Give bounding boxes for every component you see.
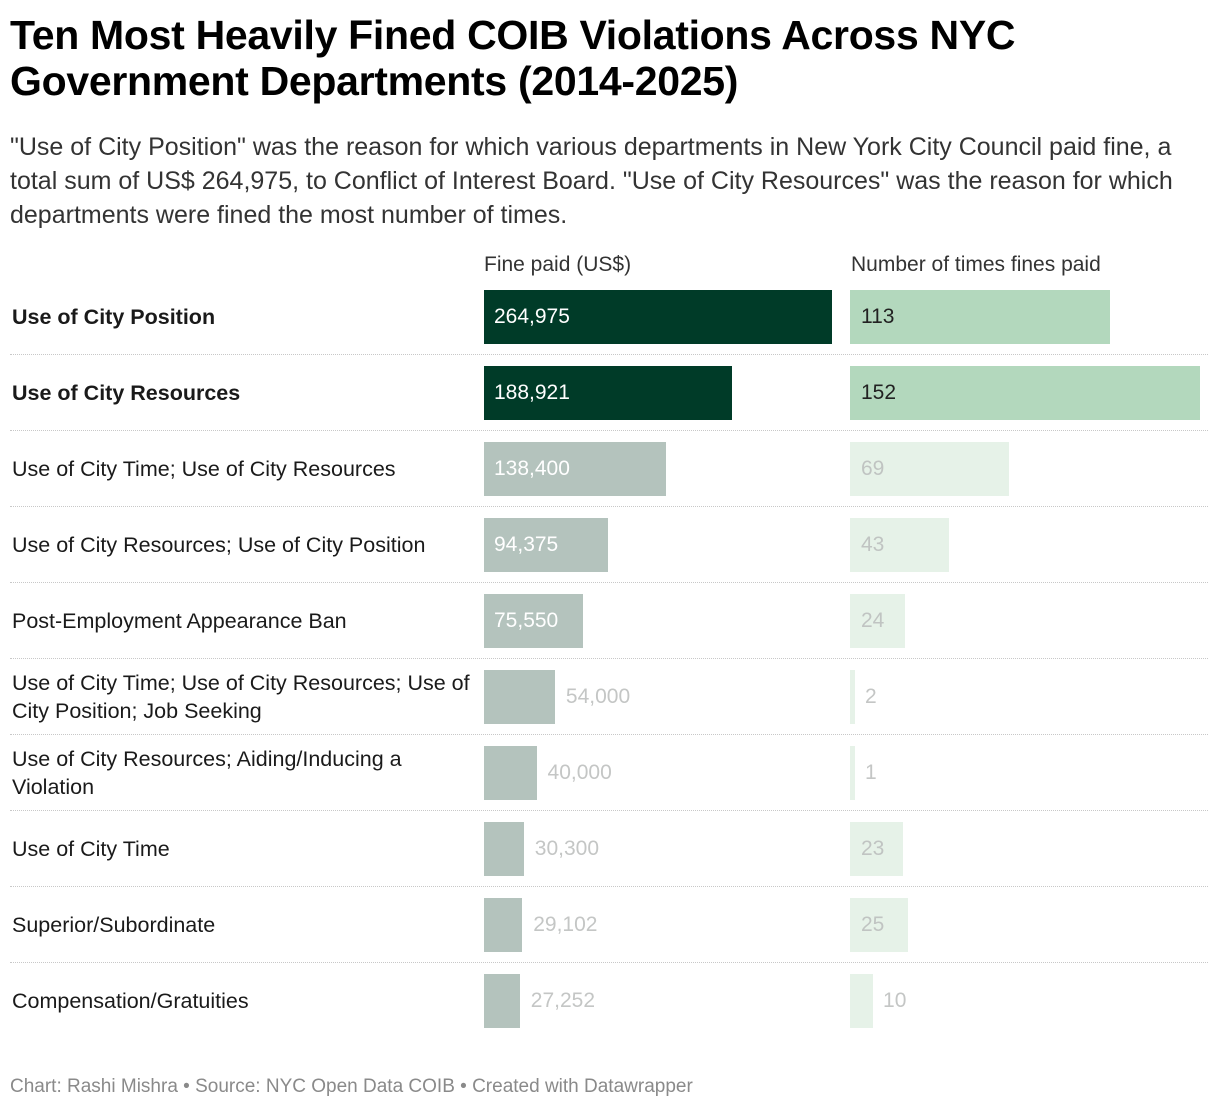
row-label: Use of City Time [12, 837, 170, 861]
count-bar [850, 290, 1111, 344]
fine-bar [484, 366, 733, 420]
row-label: Use of City Time; Use of City Resources;… [12, 671, 470, 723]
row-divider [10, 506, 1208, 507]
row-divider [10, 886, 1208, 887]
count-value-label: 43 [861, 533, 885, 556]
row-divider [10, 430, 1208, 431]
count-bar [850, 518, 949, 572]
fine-value-label: 94,375 [494, 533, 559, 556]
row-divider [10, 582, 1208, 583]
fine-value-label: 264,975 [494, 305, 570, 328]
count-value-label: 69 [861, 457, 885, 480]
row-divider [10, 354, 1208, 355]
row-label: Use of City Time; Use of City Resources [12, 457, 396, 481]
fine-bar [484, 898, 523, 952]
fine-bar [484, 974, 520, 1028]
row-label: Post-Employment Appearance Ban [12, 609, 347, 633]
fine-value-label: 54,000 [565, 685, 631, 708]
row-divider [10, 734, 1208, 735]
fine-bar [484, 290, 832, 344]
fine-bar [484, 746, 537, 800]
count-value-label: 25 [861, 913, 885, 936]
count-bar [850, 442, 1009, 496]
count-value-label: 2 [865, 685, 877, 708]
count-bar [850, 898, 908, 952]
row-label: Use of City Resources [12, 381, 241, 405]
fine-value-label: 27,252 [530, 989, 596, 1012]
count-bar [850, 974, 874, 1028]
count-bar [850, 366, 1200, 420]
count-bar [850, 594, 906, 648]
fine-bar [484, 822, 524, 876]
fine-bar [484, 670, 555, 724]
count-bar [850, 746, 855, 800]
count-value-label: 113 [861, 305, 895, 328]
chart-footer: Chart: Rashi Mishra • Source: NYC Open D… [10, 1076, 693, 1097]
chart-title: Ten Most Heavily Fined COIB Violations A… [10, 12, 1016, 104]
fine-bar [484, 518, 608, 572]
row-label: Superior/Subordinate [12, 913, 216, 937]
row-divider [10, 962, 1208, 963]
fine-value-label: 29,102 [533, 913, 598, 936]
fine-bar [484, 442, 666, 496]
count-value-label: 1 [865, 761, 877, 784]
fine-value-label: 30,300 [534, 837, 600, 860]
row-label: Use of City Resources; Aiding/Inducing a… [12, 747, 402, 799]
fine-value-label: 75,550 [494, 609, 559, 632]
fine-value-label: 138,400 [494, 457, 570, 480]
row-divider [10, 810, 1208, 811]
row-label: Compensation/Gratuities [12, 989, 249, 1013]
count-value-label: 10 [883, 989, 907, 1012]
count-value-label: 23 [861, 837, 885, 860]
count-value-label: 24 [861, 609, 885, 632]
row-divider [10, 658, 1208, 659]
count-value-label: 152 [861, 381, 897, 404]
column-header-count: Number of times fines paid [851, 253, 1101, 276]
fine-bar [484, 594, 584, 648]
count-bar [850, 670, 855, 724]
column-header-fine: Fine paid (US$) [484, 253, 632, 276]
row-label: Use of City Position [12, 305, 216, 329]
fine-value-label: 40,000 [547, 761, 612, 784]
chart-subtitle: "Use of City Position" was the reason fo… [10, 133, 1173, 229]
fine-value-label: 188,921 [494, 381, 570, 404]
count-bar [850, 822, 903, 876]
row-label: Use of City Resources; Use of City Posit… [12, 533, 426, 557]
